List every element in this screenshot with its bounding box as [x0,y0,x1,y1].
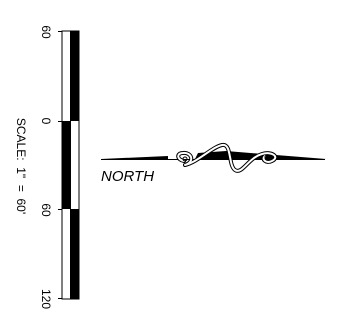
north-arrow [101,143,326,173]
north-label: NORTH [101,168,154,185]
north-arrow-loop [182,156,188,162]
scale-tick-label: 60 [39,203,53,217]
north-arrow-loop [264,154,270,160]
scale-tick-label: 0 [39,118,53,125]
scale-segment [71,31,79,121]
north-arrow-flourish [177,143,277,172]
scale-caption: SCALE: 1" = 60' [14,118,28,214]
scale-segment [71,209,79,299]
scale-tick-label: 120 [39,289,53,309]
graphic-scale-bar [58,30,80,300]
scale-tick-label: 60 [39,25,53,39]
scale-segment [62,121,70,209]
